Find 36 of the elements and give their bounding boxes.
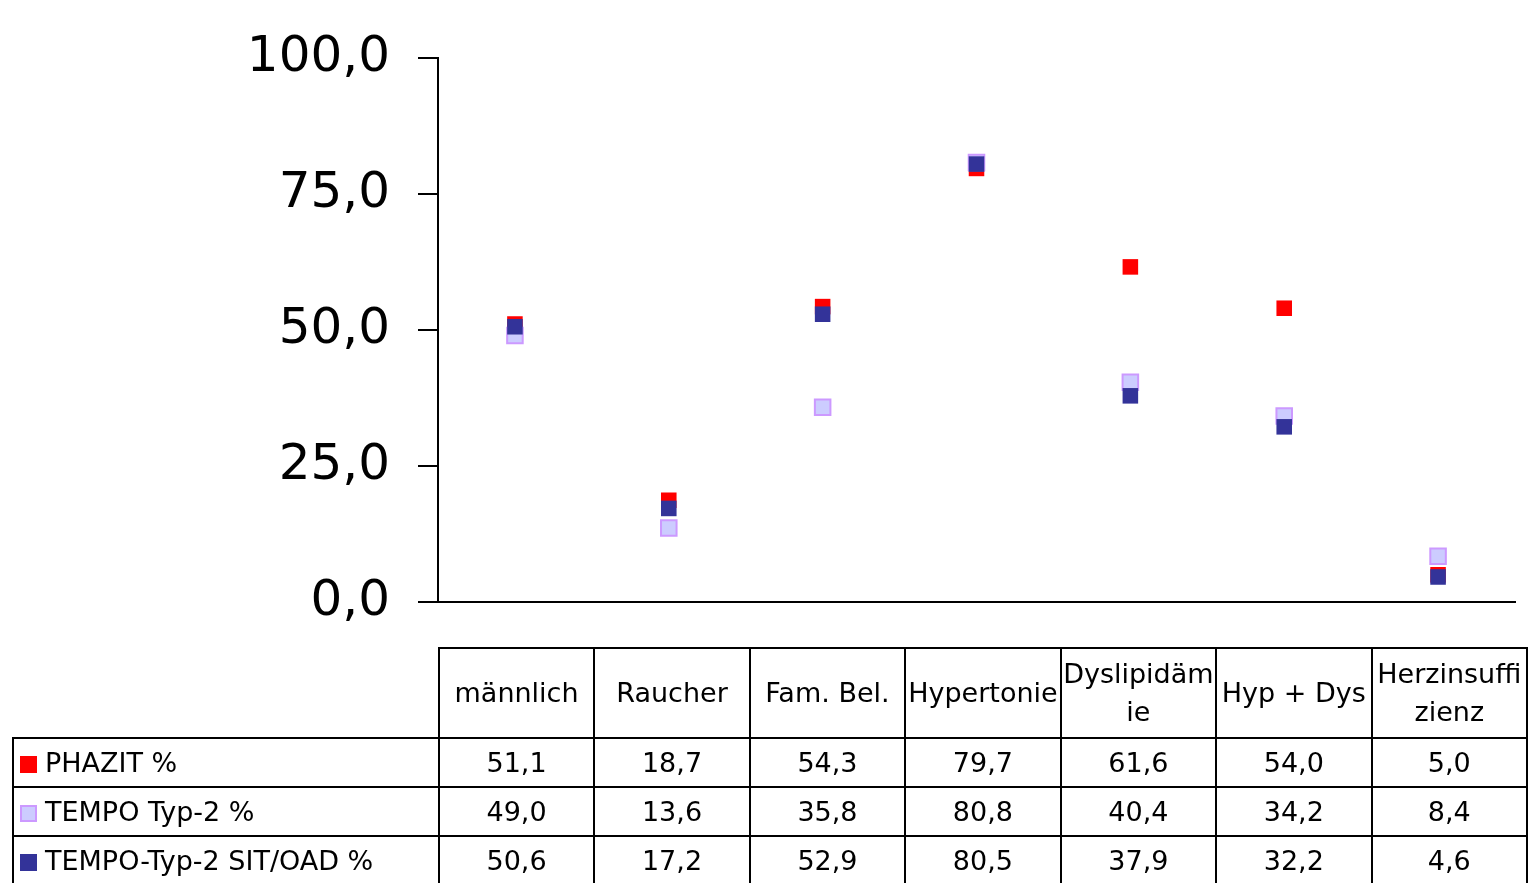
legend-label: TEMPO-Typ-2 SIT/OAD %	[13, 836, 439, 883]
legend-label: PHAZIT %	[13, 738, 439, 787]
data-label: 34,2	[1216, 787, 1372, 836]
data-label: 79,7	[905, 738, 1061, 787]
data-label: 52,9	[749, 836, 906, 883]
data-label: 5,0	[1371, 738, 1527, 787]
data-label: 18,7	[594, 738, 750, 787]
data-label: 35,8	[749, 787, 906, 836]
y-tick-label: 50,0	[278, 296, 390, 355]
x-tick-label: Herzinsuffizienz	[1371, 648, 1527, 738]
data-label: 61,6	[1060, 738, 1217, 787]
data-label: 80,5	[905, 836, 1061, 883]
data-label: 37,9	[1060, 836, 1217, 883]
data-label: 49,0	[438, 787, 595, 836]
y-tick-label: 100,0	[246, 24, 390, 83]
data-label: 80,8	[905, 787, 1061, 836]
data-label: 50,6	[438, 836, 595, 883]
data-label: 4,6	[1371, 836, 1527, 883]
data-label: 13,6	[594, 787, 750, 836]
x-tick-label: männlich	[438, 648, 595, 738]
x-tick-label: Hyp + Dys	[1216, 648, 1372, 738]
data-label: 54,3	[749, 738, 906, 787]
data-label: 8,4	[1371, 787, 1527, 836]
data-label: 54,0	[1216, 738, 1372, 787]
y-tick-label: 0,0	[310, 568, 390, 627]
data-label: 40,4	[1060, 787, 1217, 836]
x-tick-label: Hypertonie	[905, 648, 1061, 738]
x-tick-label: Fam. Bel.	[749, 648, 906, 738]
y-tick-label: 75,0	[278, 160, 390, 219]
data-label: 32,2	[1216, 836, 1372, 883]
x-tick-label: Raucher	[594, 648, 750, 738]
legend-label: TEMPO Typ-2 %	[13, 787, 439, 836]
data-label: 17,2	[594, 836, 750, 883]
x-tick-label: Dyslipidämie	[1060, 648, 1217, 738]
y-tick-label: 25,0	[278, 432, 390, 491]
data-label: 51,1	[438, 738, 595, 787]
